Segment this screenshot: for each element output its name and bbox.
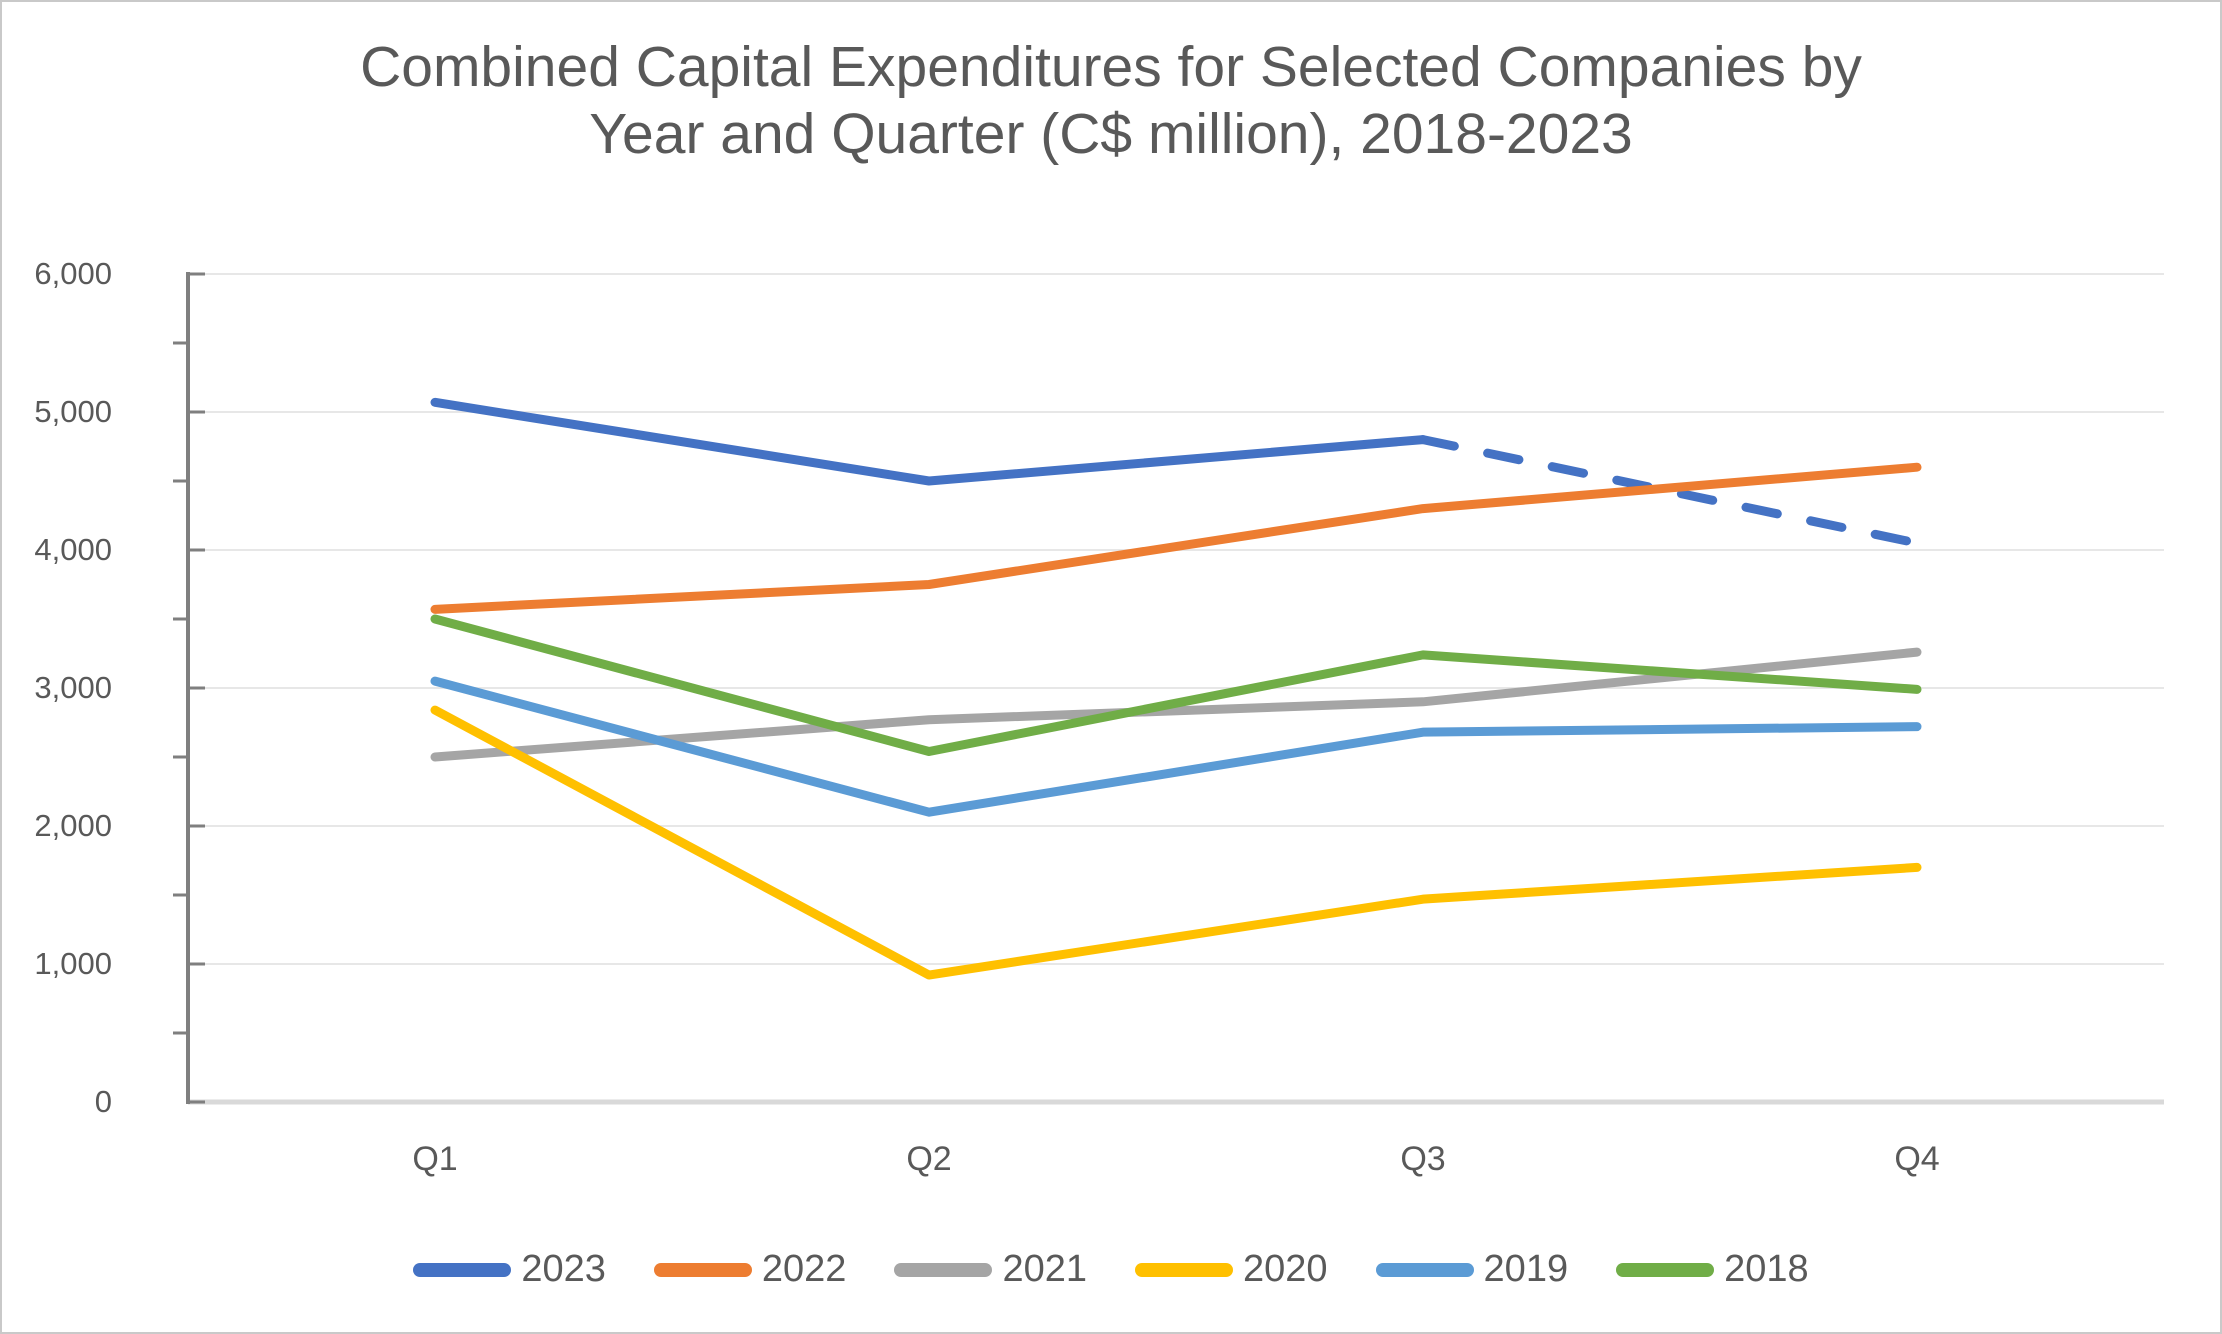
series-line-2023-solid xyxy=(430,397,1428,486)
legend-item-2019: 2019 xyxy=(1375,1248,1569,1291)
chart-title: Combined Capital Expenditures for Select… xyxy=(2,34,2220,169)
x-axis-label-q3: Q3 xyxy=(1400,1140,1446,1178)
y-axis-tick-label: 6,000 xyxy=(34,256,112,291)
legend-swatch-2022 xyxy=(653,1262,752,1277)
legend-label-2023: 2023 xyxy=(521,1248,606,1290)
legend-swatch-2020 xyxy=(1135,1262,1233,1277)
legend-label-2022: 2022 xyxy=(761,1248,847,1290)
y-axis-tick-label: 5,000 xyxy=(34,394,112,429)
legend-swatch-2021 xyxy=(894,1262,993,1277)
y-axis-tick-label: 1,000 xyxy=(34,946,112,981)
legend-item-2020: 2020 xyxy=(1135,1248,1328,1291)
x-axis-label-q2: Q2 xyxy=(906,1140,952,1178)
x-axis-label-q1: Q1 xyxy=(412,1140,458,1178)
legend-label-2018: 2018 xyxy=(1724,1248,1809,1290)
series-line-2023-dashed xyxy=(1418,435,1922,548)
legend-item-2022: 2022 xyxy=(653,1248,847,1291)
y-axis-tick-label: 2,000 xyxy=(34,808,112,843)
chart-title-line2: Year and Quarter (C$ million), 2018-2023 xyxy=(589,102,1633,167)
series-line-2018 xyxy=(430,614,1922,756)
series-line-2020 xyxy=(430,705,1922,980)
y-axis-tick-label: 4,000 xyxy=(34,532,112,567)
legend-label-2020: 2020 xyxy=(1243,1248,1328,1290)
y-axis-tick-label: 0 xyxy=(94,1084,112,1119)
chart-title-line1: Combined Capital Expenditures for Select… xyxy=(360,35,1862,99)
chart-legend: 2023 2022 2021 2020 2019 2018 xyxy=(2,1248,2220,1291)
legend-item-2021: 2021 xyxy=(894,1248,1087,1291)
series-line-2022 xyxy=(430,462,1922,614)
x-axis-label-q4: Q4 xyxy=(1894,1140,1940,1178)
legend-label-2019: 2019 xyxy=(1483,1248,1569,1290)
series-line-2019 xyxy=(430,676,1922,817)
legend-item-2023: 2023 xyxy=(413,1248,606,1291)
y-axis-tick-label: 3,000 xyxy=(34,670,112,705)
legend-item-2018: 2018 xyxy=(1616,1248,1809,1291)
legend-label-2021: 2021 xyxy=(1002,1248,1087,1290)
legend-swatch-2019 xyxy=(1375,1262,1474,1277)
legend-swatch-2018 xyxy=(1616,1262,1715,1277)
legend-swatch-2023 xyxy=(413,1262,512,1277)
series-line-2021 xyxy=(430,647,1922,762)
